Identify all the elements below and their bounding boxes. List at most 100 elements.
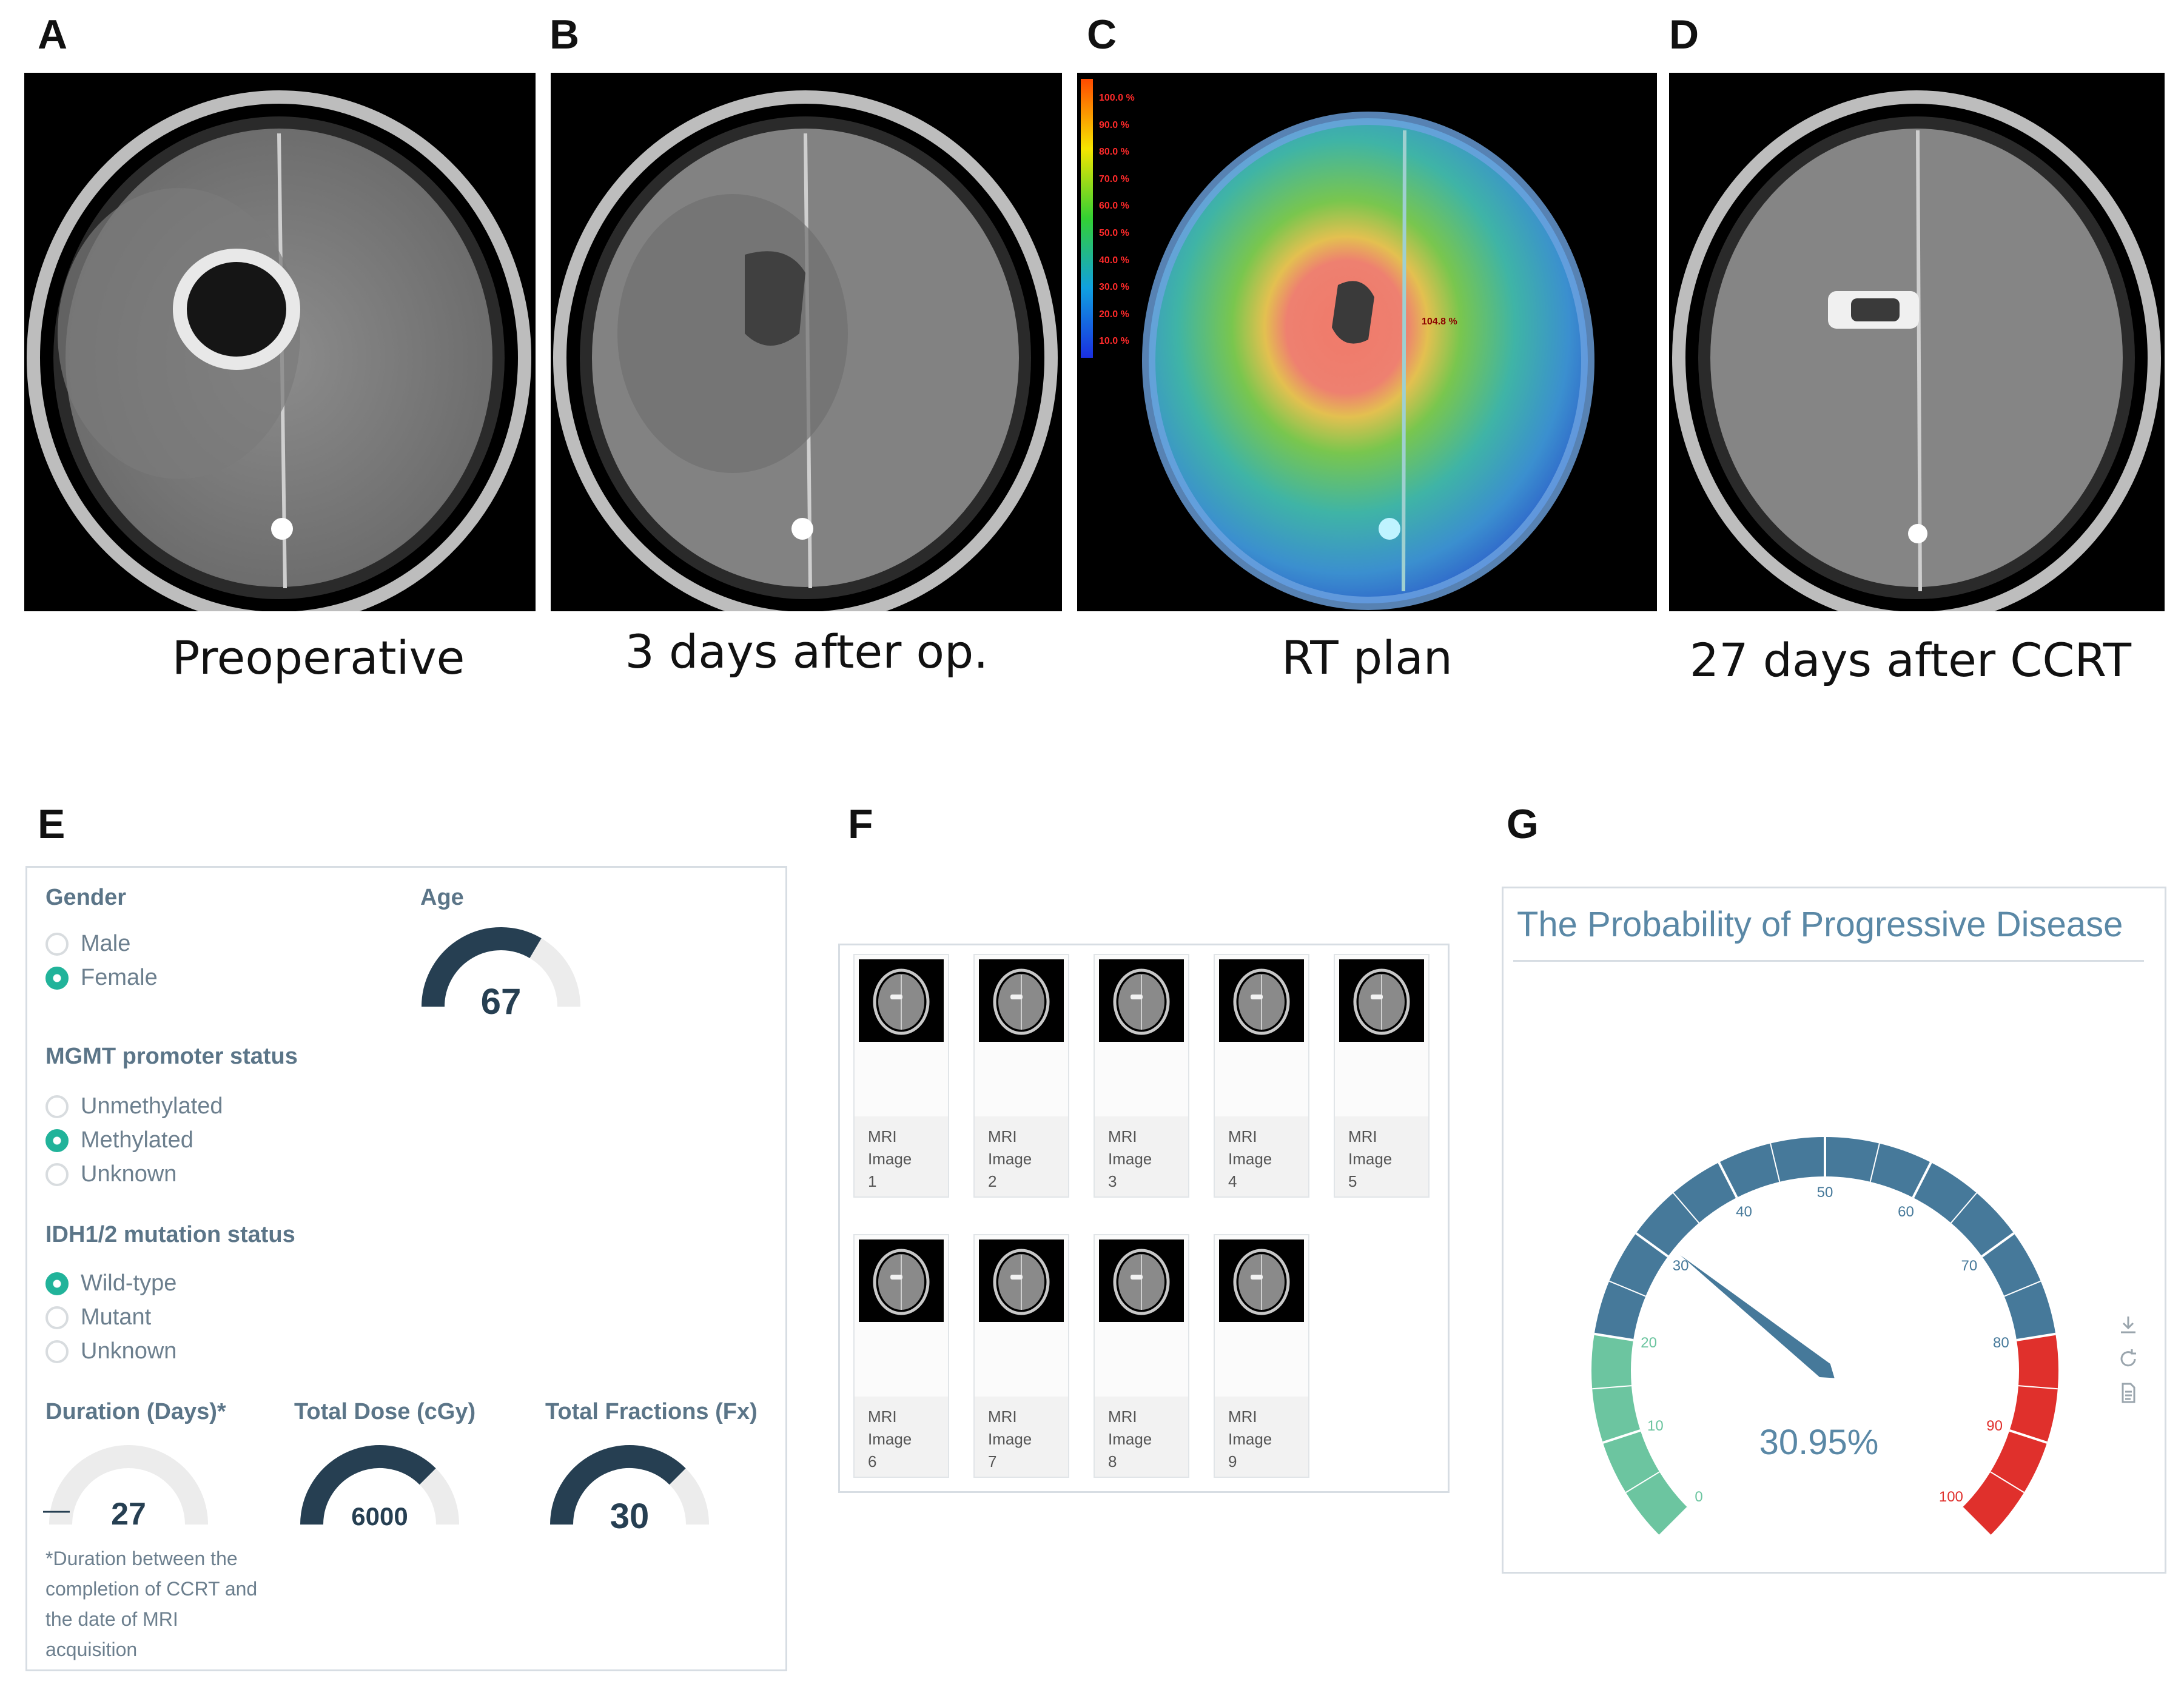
fractions-gauge[interactable]: [542, 1437, 717, 1534]
mgmt-radio-methylated[interactable]: Methylated: [45, 1127, 193, 1153]
gauge-fill: [422, 927, 542, 1007]
mgmt-radio-unmethylated[interactable]: Unmethylated: [45, 1093, 223, 1119]
mri-postoperative-drawing: [553, 90, 1058, 611]
fractions-value: 30: [610, 1497, 650, 1536]
mri-thumbnail[interactable]: [859, 1240, 944, 1322]
gauge-tick-label: 50: [1817, 1184, 1833, 1201]
refresh-icon[interactable]: [2116, 1347, 2140, 1371]
panel-label-b: B: [549, 12, 580, 58]
gauge-tick-label: 90: [1986, 1418, 2003, 1434]
gallery-card[interactable]: MRI Image 8: [1094, 1234, 1189, 1478]
duration-note: *Duration between the completion of CCRT…: [45, 1548, 258, 1660]
gauge-value: 30.95%: [1759, 1423, 1879, 1462]
gender-radio-female[interactable]: Female: [45, 965, 158, 991]
age-gauge[interactable]: [413, 919, 589, 1016]
max-dose-label: 104.8 %: [1422, 317, 1457, 327]
mri-thumbnail-drawing: [873, 1249, 930, 1315]
dose-gauge[interactable]: [292, 1437, 468, 1534]
age-value: 67: [480, 981, 522, 1022]
gauge-tick-label: 70: [1961, 1258, 1977, 1274]
mri-image-gallery: MRI Image 1 MRI Image 2 MRI Image 3 MRI Image 4 MRI I…: [838, 944, 1450, 1493]
gallery-card[interactable]: MRI Image 7: [973, 1234, 1069, 1478]
gallery-card[interactable]: MRI Image 1: [853, 954, 949, 1198]
document-icon[interactable]: [2116, 1381, 2140, 1405]
radio-button[interactable]: [45, 1095, 69, 1118]
mri-followup-drawing: [1672, 90, 2161, 611]
gauge-band: [1591, 1333, 1688, 1536]
dose-legend-label: 40.0 %: [1099, 255, 1129, 266]
gauge-tick: [2004, 1280, 2041, 1297]
card-caption-line: Image: [1108, 1430, 1152, 1448]
card-caption: MRI Image 6: [855, 1397, 948, 1477]
mri-thumbnail[interactable]: [859, 959, 944, 1042]
gauge-tick-label: 30: [1673, 1258, 1689, 1274]
mri-thumbnail[interactable]: [979, 1240, 1064, 1322]
mri-thumbnail[interactable]: [1339, 959, 1424, 1042]
gallery-card[interactable]: MRI Image 5: [1334, 954, 1430, 1198]
duration-title: Duration (Days)*: [45, 1399, 226, 1424]
card-caption-line: 6: [868, 1452, 877, 1471]
card-caption-line: 5: [1348, 1172, 1357, 1190]
dose-legend-label: 80.0 %: [1099, 147, 1129, 158]
radio-button[interactable]: [45, 1272, 69, 1295]
gallery-card[interactable]: MRI Image 2: [973, 954, 1069, 1198]
radio-button[interactable]: [45, 966, 69, 990]
radio-button[interactable]: [45, 1129, 69, 1152]
card-caption-line: Image: [868, 1150, 912, 1168]
duration-gauge[interactable]: [41, 1437, 217, 1534]
mri-thumbnail[interactable]: [979, 959, 1064, 1042]
radio-button[interactable]: [45, 1306, 69, 1329]
card-caption: MRI Image 8: [1095, 1397, 1188, 1477]
gender-title: Gender: [45, 885, 127, 910]
gauge-tick: [1659, 1506, 1689, 1537]
card-caption-line: Image: [1108, 1150, 1152, 1168]
idh-radio-mutant[interactable]: Mutant: [45, 1304, 151, 1330]
age-title: Age: [420, 885, 464, 910]
download-icon[interactable]: [2116, 1313, 2140, 1337]
gauge-tick: [1869, 1143, 1880, 1182]
card-caption-line: MRI: [1108, 1127, 1137, 1146]
mri-thumbnail[interactable]: [1099, 1240, 1184, 1322]
mgmt-radio-unknown[interactable]: Unknown: [45, 1161, 176, 1187]
dose-legend-label: 30.0 %: [1099, 282, 1129, 293]
gauge-tick: [1981, 1232, 2015, 1258]
card-caption: MRI Image 4: [1215, 1116, 1308, 1196]
mri-thumbnail[interactable]: [1219, 1240, 1304, 1322]
gallery-card[interactable]: MRI Image 4: [1214, 954, 1309, 1198]
caption-preoperative: Preoperative: [172, 631, 465, 685]
gauge-fill: [550, 1445, 686, 1525]
gauge-tick: [1673, 1192, 1699, 1224]
card-caption-line: Image: [988, 1150, 1032, 1168]
dose-legend-label: 50.0 %: [1099, 227, 1129, 238]
mri-thumbnail-drawing: [993, 968, 1050, 1035]
gauge-tick: [2016, 1332, 2056, 1341]
idh-radio-unknown[interactable]: Unknown: [45, 1338, 176, 1364]
card-caption-line: 7: [988, 1452, 997, 1471]
card-caption-line: Image: [868, 1430, 912, 1448]
radio-label: Methylated: [81, 1127, 193, 1153]
probability-gauge-panel: The Probability of Progressive Disease 0…: [1502, 887, 2166, 1574]
radio-button[interactable]: [45, 1340, 69, 1363]
radio-label: Mutant: [81, 1304, 152, 1330]
gender-radio-male[interactable]: Male: [45, 931, 130, 957]
gauge-tick-label: 20: [1641, 1335, 1657, 1351]
gauge-tick: [1961, 1506, 1991, 1537]
gauge-tick: [1635, 1232, 1669, 1258]
gallery-card[interactable]: MRI Image 6: [853, 1234, 949, 1478]
gauge-tick-label: 0: [1695, 1489, 1702, 1505]
radio-button[interactable]: [45, 1162, 69, 1186]
card-caption-line: MRI: [868, 1407, 897, 1426]
gauge-tick: [2018, 1385, 2058, 1390]
dose-legend-label: 90.0 %: [1099, 119, 1129, 130]
radio-button[interactable]: [45, 932, 69, 956]
gallery-card[interactable]: MRI Image 9: [1214, 1234, 1309, 1478]
mri-thumbnail[interactable]: [1219, 959, 1304, 1042]
gauge-fill: [300, 1445, 436, 1525]
card-caption-line: 3: [1108, 1172, 1117, 1190]
gallery-card[interactable]: MRI Image 3: [1094, 954, 1189, 1198]
gauge-tick: [1912, 1162, 1932, 1198]
gauge-tick: [1592, 1385, 1632, 1390]
gauge-tick: [1950, 1192, 1977, 1224]
idh-radio-wildtype[interactable]: Wild-type: [45, 1270, 176, 1297]
mri-thumbnail[interactable]: [1099, 959, 1184, 1042]
